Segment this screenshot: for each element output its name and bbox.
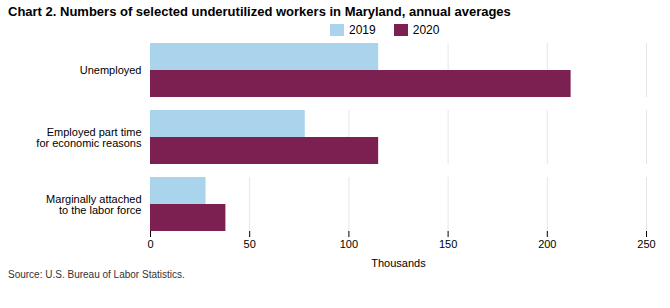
html-text:Chart 2. Numbers of selected u: Chart 2. Numbers of selected underutiliz… xyxy=(8,4,511,19)
svg-text:Employed part timefor economic: Employed part timefor economic reasons xyxy=(36,126,142,149)
svg-text:Thousands: Thousands xyxy=(371,257,426,269)
svg-text:150: 150 xyxy=(439,238,457,250)
html-text:Source: U.S. Bureau of Labor S: Source: U.S. Bureau of Labor Statistics. xyxy=(8,269,185,280)
svg-text:0: 0 xyxy=(147,238,153,250)
svg-text:Marginally attachedto the labo: Marginally attachedto the labor force xyxy=(46,193,141,216)
svg-text:200: 200 xyxy=(538,238,556,250)
svg-text:250: 250 xyxy=(637,238,655,250)
svg-text:100: 100 xyxy=(340,238,358,250)
svg-text:Unemployed: Unemployed xyxy=(80,64,142,76)
html-text:2020: 2020 xyxy=(412,23,440,37)
html-text:2019: 2019 xyxy=(349,23,376,37)
svg-text:50: 50 xyxy=(244,238,256,250)
